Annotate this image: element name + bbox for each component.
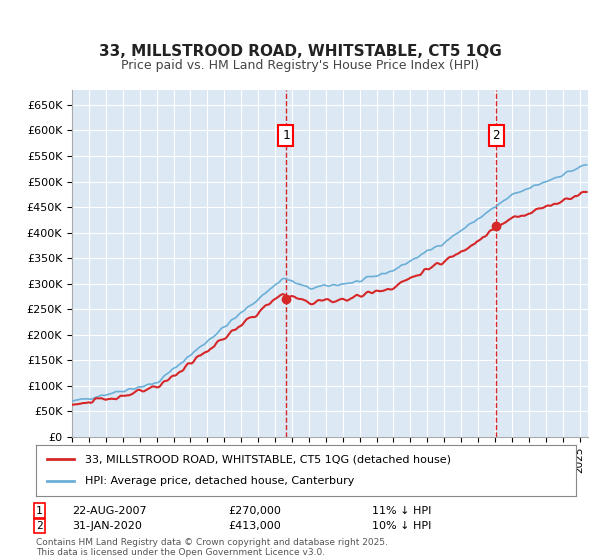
Text: 22-AUG-2007: 22-AUG-2007 <box>72 506 146 516</box>
Text: 1: 1 <box>36 506 43 516</box>
Text: 11% ↓ HPI: 11% ↓ HPI <box>372 506 431 516</box>
Text: 2: 2 <box>36 521 43 531</box>
Text: HPI: Average price, detached house, Canterbury: HPI: Average price, detached house, Cant… <box>85 477 354 487</box>
Text: £270,000: £270,000 <box>228 506 281 516</box>
Text: Price paid vs. HM Land Registry's House Price Index (HPI): Price paid vs. HM Land Registry's House … <box>121 59 479 72</box>
Text: Contains HM Land Registry data © Crown copyright and database right 2025.
This d: Contains HM Land Registry data © Crown c… <box>36 538 388 557</box>
Text: 2: 2 <box>493 129 500 142</box>
Text: 33, MILLSTROOD ROAD, WHITSTABLE, CT5 1QG (detached house): 33, MILLSTROOD ROAD, WHITSTABLE, CT5 1QG… <box>85 454 451 464</box>
Text: 10% ↓ HPI: 10% ↓ HPI <box>372 521 431 531</box>
Text: £413,000: £413,000 <box>228 521 281 531</box>
Text: 31-JAN-2020: 31-JAN-2020 <box>72 521 142 531</box>
Text: 33, MILLSTROOD ROAD, WHITSTABLE, CT5 1QG: 33, MILLSTROOD ROAD, WHITSTABLE, CT5 1QG <box>98 44 502 59</box>
Text: 1: 1 <box>282 129 290 142</box>
